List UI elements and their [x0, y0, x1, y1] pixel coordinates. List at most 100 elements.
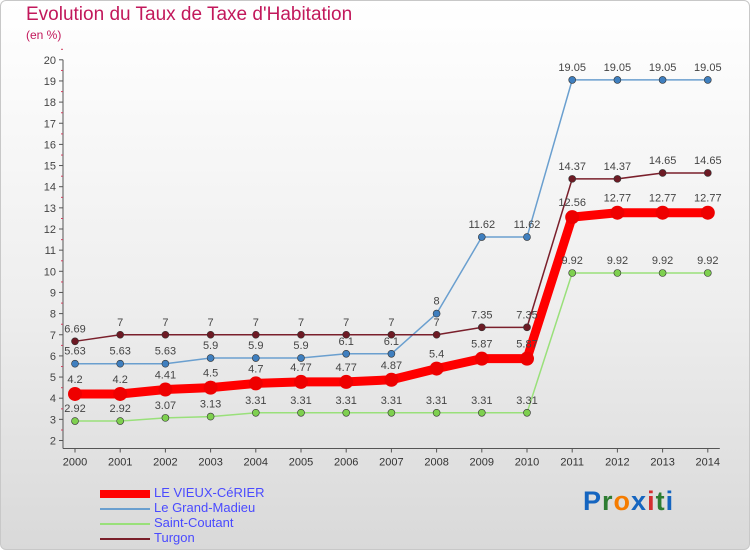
data-label: 8: [434, 296, 440, 308]
data-label: 4.2: [113, 374, 128, 386]
data-label: 4.7: [248, 363, 263, 375]
data-point: [342, 349, 351, 358]
x-tick-label: 2011: [560, 457, 584, 469]
data-point: [477, 408, 486, 417]
data-label: 7.35: [516, 309, 537, 321]
x-tick-label: 2009: [470, 457, 494, 469]
data-label: 5.87: [471, 339, 492, 351]
data-label: 4.77: [335, 362, 356, 374]
legend-swatch: [100, 538, 150, 540]
logo-letter: x: [631, 486, 648, 516]
y-tick-label: 13: [44, 203, 56, 215]
data-label: 3.13: [200, 399, 221, 411]
y-tick-label: 10: [44, 266, 56, 278]
data-label: 6.69: [64, 323, 85, 335]
data-point: [658, 269, 667, 277]
chart-title: Evolution du Taux de Taxe d'Habitation: [26, 4, 353, 25]
y-tick-label: 12: [44, 224, 56, 236]
y-tick-label: 9: [50, 287, 56, 299]
data-point: [520, 351, 534, 366]
data-label: 3.31: [290, 395, 311, 407]
data-label: 3.31: [381, 395, 402, 407]
data-point: [610, 205, 625, 220]
data-point: [206, 330, 215, 339]
data-point: [523, 323, 531, 332]
data-point: [116, 330, 124, 339]
data-point: [206, 412, 215, 421]
chart-unit: (en %): [26, 28, 62, 42]
data-point: [384, 372, 399, 387]
data-point: [116, 359, 124, 368]
data-label: 3.31: [335, 395, 356, 407]
legend-item: Le Grand-Madieu: [100, 500, 400, 516]
data-label: 3.31: [426, 395, 447, 407]
data-point: [613, 175, 622, 183]
legend-item: Saint-Coutant: [100, 515, 400, 531]
data-point: [342, 330, 351, 339]
data-point: [113, 386, 128, 401]
data-point: [71, 337, 79, 346]
data-label: 5.4: [429, 349, 444, 361]
x-tick-label: 2000: [63, 457, 87, 469]
y-tick-label: 5: [50, 372, 56, 384]
data-label: 7: [298, 317, 304, 329]
data-point: [297, 330, 305, 339]
data-point: [565, 210, 580, 225]
data-point: [387, 349, 396, 358]
data-point: [339, 374, 354, 389]
legend-label: LE VIEUX-CéRIER: [154, 485, 265, 500]
data-point: [477, 323, 486, 332]
data-label: 4.77: [290, 362, 311, 374]
data-point: [703, 169, 712, 177]
data-label: 12.77: [649, 193, 677, 205]
data-label: 14.37: [558, 161, 586, 173]
data-label: 5.9: [248, 340, 263, 352]
x-tick-label: 2010: [515, 457, 539, 469]
data-label: 4.5: [203, 368, 218, 380]
axes: 2 3 4 5 6 7 8 9 10 11 12 13 14 15 16 17 18 19 20 2000 2001 20…: [44, 48, 720, 469]
data-point: [477, 233, 486, 241]
proxiti-logo: Proxiti: [583, 486, 674, 517]
data-label: 19.05: [604, 62, 632, 74]
data-point: [252, 408, 260, 417]
data-label: 5.63: [155, 346, 176, 358]
data-point: [432, 330, 441, 339]
y-tick-label: 20: [44, 55, 56, 67]
data-point: [294, 374, 308, 389]
data-point: [297, 408, 305, 417]
data-point: [568, 269, 577, 277]
data-point: [387, 330, 396, 339]
data-point: [474, 351, 489, 366]
legend-label: Turgon: [154, 530, 195, 545]
data-point: [206, 354, 215, 362]
logo-letter: o: [613, 486, 632, 516]
logo-letter: i: [665, 486, 675, 516]
y-tick-label: 11: [45, 245, 56, 257]
y-tick-label: 3: [50, 414, 56, 426]
data-point: [613, 269, 622, 277]
data-point: [161, 359, 170, 368]
data-label: 14.65: [694, 155, 722, 167]
y-tick-label: 18: [44, 97, 56, 109]
data-point: [613, 76, 622, 84]
data-point: [703, 76, 712, 84]
data-label: 19.05: [649, 62, 677, 74]
data-point: [71, 359, 79, 368]
data-point: [71, 417, 79, 425]
data-point: [568, 175, 577, 183]
y-tick-label: 14: [44, 182, 56, 194]
x-tick-label: 2003: [198, 457, 222, 469]
data-point: [658, 76, 667, 84]
data-point: [432, 408, 441, 417]
data-label: 7: [117, 317, 123, 329]
data-label: 12.77: [694, 193, 722, 205]
data-label: 9.92: [607, 255, 628, 267]
data-point: [703, 269, 712, 277]
x-tick-label: 2014: [696, 457, 720, 469]
data-label: 3.31: [245, 395, 266, 407]
logo-letter: P: [583, 486, 603, 516]
data-point: [655, 205, 670, 220]
data-labels: 5.63 5.63 5.63 5.9 5.9 5.9 6.1 6.1 8 11.62 11.62 19…: [64, 62, 721, 415]
data-label: 9.92: [561, 255, 582, 267]
logo-letter: r: [602, 486, 614, 516]
